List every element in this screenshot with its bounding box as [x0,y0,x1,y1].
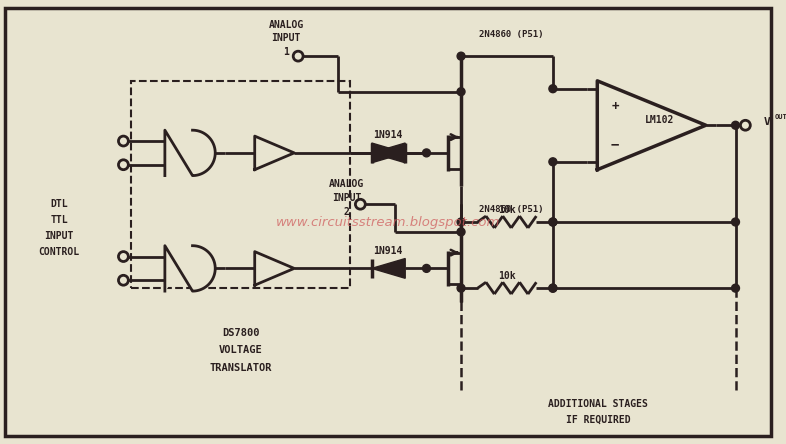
Text: INPUT: INPUT [45,231,74,241]
Text: CONTROL: CONTROL [39,246,80,257]
Polygon shape [255,252,294,285]
Polygon shape [165,246,215,291]
Circle shape [457,284,465,292]
Text: TRANSLATOR: TRANSLATOR [210,363,272,373]
Text: DS7800: DS7800 [222,328,259,337]
Circle shape [119,275,128,285]
Circle shape [457,88,465,95]
Circle shape [423,149,431,157]
Circle shape [457,228,465,236]
Circle shape [119,252,128,262]
Circle shape [549,284,556,292]
Circle shape [293,51,303,61]
Circle shape [740,120,751,130]
Text: 10k: 10k [498,205,516,215]
Circle shape [549,218,556,226]
Polygon shape [372,143,406,163]
Polygon shape [372,143,406,163]
Circle shape [549,158,556,166]
Text: TTL: TTL [50,215,68,225]
Circle shape [119,136,128,146]
Circle shape [549,218,556,226]
Text: ANALOG: ANALOG [269,20,304,30]
Text: INPUT: INPUT [332,193,362,203]
Text: 10k: 10k [498,271,516,281]
Circle shape [732,284,740,292]
Text: OUT: OUT [775,115,786,120]
Text: ADDITIONAL STAGES: ADDITIONAL STAGES [549,399,648,408]
Text: INPUT: INPUT [272,33,301,44]
Circle shape [355,199,365,209]
Text: IF REQUIRED: IF REQUIRED [566,414,630,424]
Circle shape [732,121,740,129]
Text: 1N914: 1N914 [373,246,402,256]
Circle shape [457,218,465,226]
Circle shape [549,284,556,292]
Text: 2N4860 (P51): 2N4860 (P51) [479,30,543,39]
Text: VOLTAGE: VOLTAGE [219,345,263,355]
Text: 1: 1 [284,47,289,57]
Text: 1N914: 1N914 [373,130,402,140]
Circle shape [549,85,556,93]
Text: V: V [764,117,770,127]
Text: +: + [612,100,619,113]
Polygon shape [255,136,294,170]
Text: 2: 2 [343,207,350,217]
Bar [131,81,351,288]
Circle shape [732,218,740,226]
Polygon shape [372,258,406,278]
Polygon shape [165,130,215,175]
Circle shape [457,52,465,60]
Text: DTL: DTL [50,199,68,209]
Text: www.circuitsstream.blogspot.com: www.circuitsstream.blogspot.com [276,215,500,229]
Circle shape [423,265,431,272]
Text: ANALOG: ANALOG [329,179,364,190]
Text: −: − [611,137,619,151]
Polygon shape [597,81,706,170]
Text: LM102: LM102 [645,115,674,125]
Text: 2N4860 (P51): 2N4860 (P51) [479,205,543,214]
Circle shape [119,160,128,170]
